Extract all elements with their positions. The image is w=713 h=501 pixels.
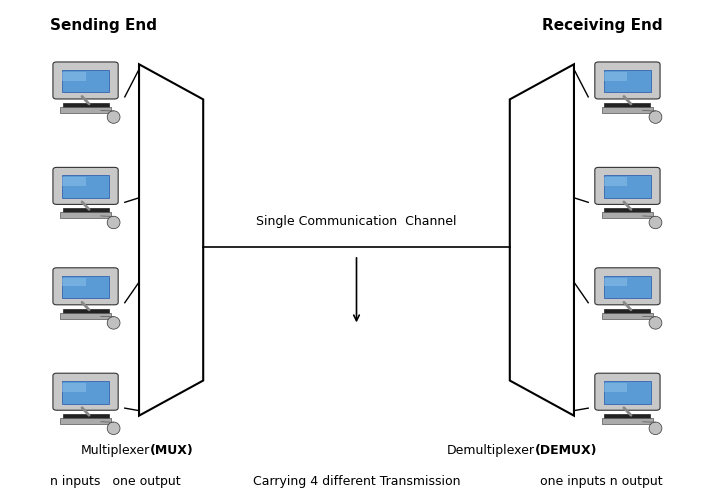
Text: Single Communication  Channel: Single Communication Channel <box>256 215 457 228</box>
Bar <box>604 71 651 93</box>
Bar <box>62 176 109 198</box>
Ellipse shape <box>649 317 662 330</box>
Bar <box>60 108 111 114</box>
Ellipse shape <box>107 422 120 435</box>
Bar <box>63 104 108 109</box>
FancyBboxPatch shape <box>595 373 660 410</box>
Bar <box>62 276 109 299</box>
Bar <box>60 418 111 424</box>
FancyBboxPatch shape <box>595 268 660 305</box>
Ellipse shape <box>649 422 662 435</box>
Bar <box>602 108 653 114</box>
FancyBboxPatch shape <box>53 268 118 305</box>
Bar <box>62 73 86 81</box>
FancyBboxPatch shape <box>595 63 660 100</box>
Bar <box>605 414 650 419</box>
Bar <box>604 73 627 81</box>
Ellipse shape <box>107 317 120 330</box>
Bar <box>604 276 651 299</box>
Bar <box>605 104 650 109</box>
Bar <box>60 313 111 319</box>
Text: (DEMUX): (DEMUX) <box>535 443 597 456</box>
Text: Carrying 4 different Transmission: Carrying 4 different Transmission <box>252 474 461 487</box>
Ellipse shape <box>107 112 120 124</box>
Bar <box>602 418 653 424</box>
Ellipse shape <box>107 217 120 229</box>
Text: Receiving End: Receiving End <box>543 18 663 33</box>
FancyBboxPatch shape <box>53 168 118 205</box>
Text: one inputs n output: one inputs n output <box>540 474 663 487</box>
Bar <box>62 381 109 404</box>
Bar <box>605 209 650 214</box>
Bar <box>604 178 627 186</box>
FancyBboxPatch shape <box>595 168 660 205</box>
Bar <box>602 313 653 319</box>
Bar <box>602 213 653 219</box>
Bar <box>605 309 650 314</box>
Text: (MUX): (MUX) <box>150 443 193 456</box>
Text: Sending End: Sending End <box>50 18 157 33</box>
Bar <box>604 278 627 287</box>
Bar <box>63 309 108 314</box>
FancyBboxPatch shape <box>53 63 118 100</box>
Bar <box>63 209 108 214</box>
Bar <box>62 278 86 287</box>
Bar <box>60 213 111 219</box>
Text: n inputs   one output: n inputs one output <box>50 474 180 487</box>
Text: Demultiplexer: Demultiplexer <box>447 443 535 456</box>
Bar <box>62 383 86 392</box>
Bar <box>63 414 108 419</box>
Bar <box>62 71 109 93</box>
Ellipse shape <box>649 217 662 229</box>
FancyBboxPatch shape <box>53 373 118 410</box>
Bar <box>604 176 651 198</box>
Bar <box>62 178 86 186</box>
Bar <box>604 383 627 392</box>
Text: Multiplexer: Multiplexer <box>81 443 150 456</box>
Bar <box>604 381 651 404</box>
Ellipse shape <box>649 112 662 124</box>
